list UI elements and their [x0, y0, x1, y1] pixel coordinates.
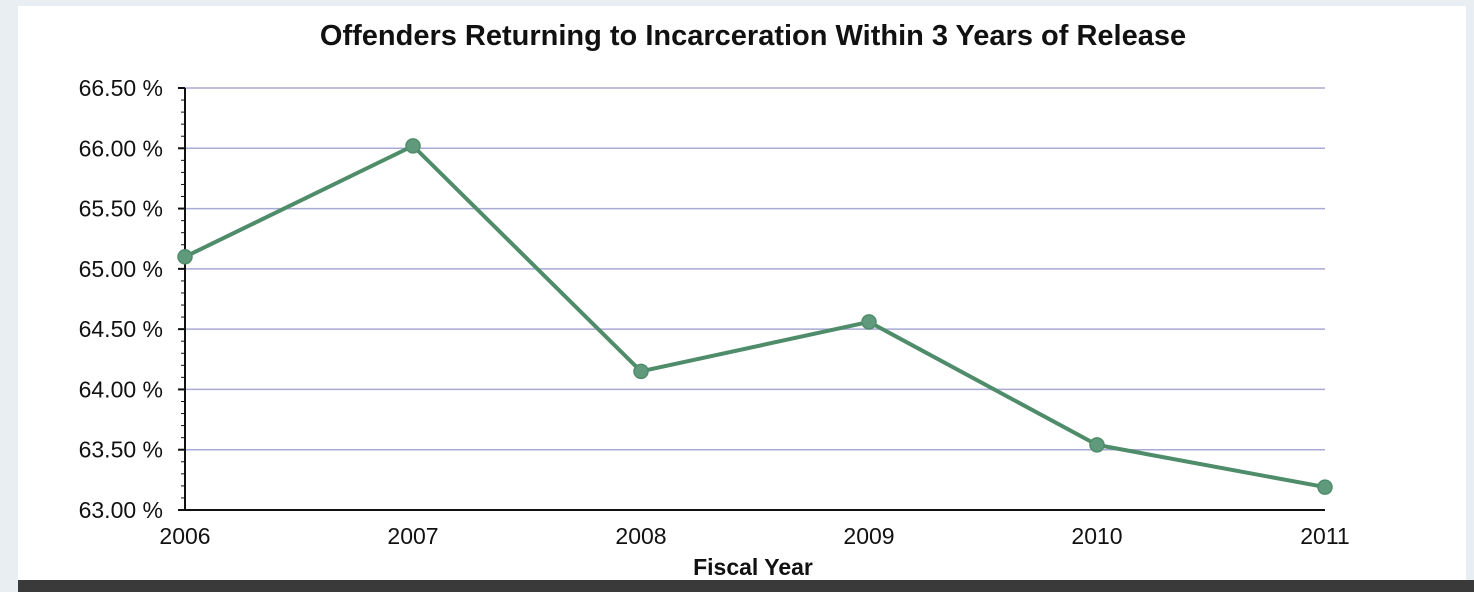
bottom-border — [18, 580, 1474, 592]
chart-panel — [18, 6, 1466, 580]
x-tick-label: 2007 — [387, 523, 438, 549]
gridlines — [185, 87, 1325, 451]
x-tick-label: 2009 — [843, 523, 894, 549]
x-tick-label: 2010 — [1071, 523, 1122, 549]
chart-title: Offenders Returning to Incarceration Wit… — [320, 20, 1186, 52]
y-tick-labels: 63.00 % 63.50 % 64.00 % 64.50 % 65.00 % 65.50… — [79, 75, 163, 523]
series-line — [184, 143, 1326, 490]
x-tick-label: 2008 — [615, 523, 666, 549]
y-tick-label: 65.00 % — [79, 256, 163, 282]
y-tick-label: 64.00 % — [79, 376, 163, 402]
y-tick-label: 66.50 % — [79, 75, 163, 101]
y-tick-label: 63.50 % — [79, 437, 163, 463]
x-tick-label: 2011 — [1300, 523, 1349, 549]
data-point-2007 — [405, 138, 421, 154]
data-point-2008 — [633, 363, 649, 380]
x-tick-labels: 2006 2007 2008 2009 2010 2011 — [159, 523, 1349, 549]
x-axis-title: Fiscal Year — [693, 554, 813, 580]
data-point-2011 — [1317, 479, 1333, 495]
data-point-2010 — [1089, 437, 1105, 453]
y-tick-label: 63.00 % — [79, 497, 163, 523]
y-tick-label: 64.50 % — [79, 316, 163, 342]
data-point-2009 — [861, 314, 877, 330]
axes — [178, 87, 1325, 511]
y-tick-label: 65.50 % — [79, 196, 163, 222]
x-tick-label: 2006 — [159, 523, 210, 549]
series-group — [177, 138, 1333, 495]
y-tick-label: 66.00 % — [79, 135, 163, 161]
data-point-2006 — [177, 249, 193, 265]
